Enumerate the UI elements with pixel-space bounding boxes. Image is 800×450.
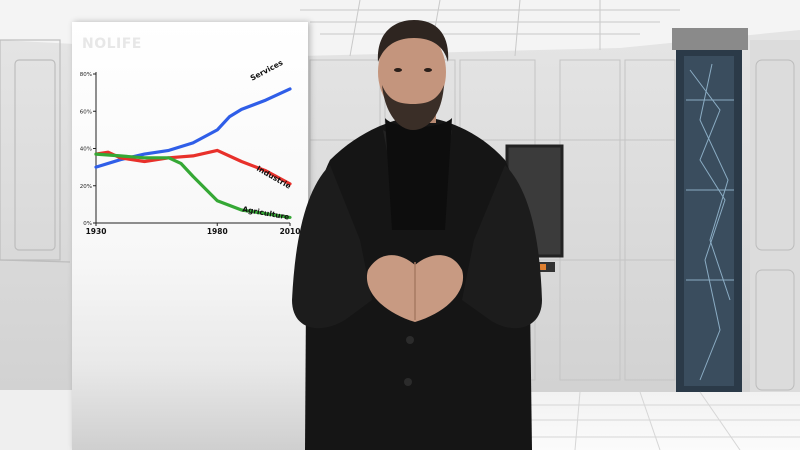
y-tick-label: 60% xyxy=(80,109,92,115)
chart-series xyxy=(94,87,292,219)
y-tick-label: 0% xyxy=(83,221,92,227)
x-tick-label: 1930 xyxy=(86,227,107,236)
channel-logo: NOLIFE xyxy=(82,36,142,52)
x-tick-label: 2010 xyxy=(280,227,301,236)
chart-axes: 0% 20% 40% 60% 80% 1930 1980 2010 xyxy=(80,72,301,236)
y-tick-label: 80% xyxy=(80,72,92,78)
x-tick-label: 1980 xyxy=(207,227,228,236)
y-tick-label: 40% xyxy=(80,147,92,153)
presentation-panel xyxy=(72,22,308,450)
series-line-agriculture xyxy=(94,152,292,219)
line-chart: 0%20%40%60%80%1930 1980 2010 ServicesIndus… xyxy=(80,58,301,236)
y-tick-label: 20% xyxy=(80,184,92,190)
